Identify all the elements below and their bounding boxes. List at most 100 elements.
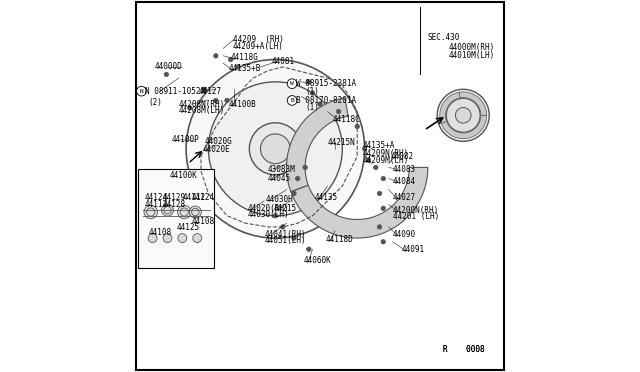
Circle shape (189, 206, 202, 218)
Circle shape (378, 225, 381, 229)
Text: 44027: 44027 (392, 193, 415, 202)
Circle shape (303, 165, 307, 170)
Circle shape (202, 87, 207, 92)
Text: 44100K: 44100K (170, 171, 197, 180)
Text: 44083: 44083 (392, 165, 415, 174)
Circle shape (225, 98, 229, 103)
Text: 44091: 44091 (402, 245, 425, 254)
Circle shape (209, 82, 342, 216)
Circle shape (214, 54, 218, 58)
Text: 44201 (LH): 44201 (LH) (392, 212, 439, 221)
Text: (2): (2) (148, 98, 162, 107)
Text: 44208N(RH): 44208N(RH) (179, 100, 225, 109)
Text: 44020E: 44020E (203, 145, 230, 154)
Text: 44215: 44215 (273, 204, 296, 213)
Circle shape (214, 98, 218, 103)
Text: 44020G: 44020G (205, 137, 232, 146)
Text: B 08170-8201A: B 08170-8201A (296, 96, 356, 105)
Circle shape (250, 123, 301, 175)
Text: 44020(RH): 44020(RH) (248, 204, 289, 213)
Circle shape (161, 204, 173, 216)
Circle shape (287, 96, 297, 105)
Polygon shape (441, 115, 486, 139)
Text: 44118G: 44118G (231, 53, 259, 62)
Circle shape (307, 80, 311, 84)
Circle shape (164, 206, 172, 214)
Circle shape (292, 191, 296, 196)
Text: 44209  (RH): 44209 (RH) (232, 35, 284, 44)
Circle shape (355, 124, 360, 129)
Text: W 08915-2381A: W 08915-2381A (296, 79, 356, 88)
Circle shape (381, 176, 385, 181)
Text: 44060K: 44060K (303, 256, 331, 265)
Circle shape (236, 65, 241, 69)
Text: 44129: 44129 (163, 193, 186, 202)
Circle shape (178, 234, 187, 243)
Text: 44100B: 44100B (229, 100, 257, 109)
Circle shape (193, 234, 202, 243)
Circle shape (147, 208, 155, 216)
Circle shape (296, 176, 300, 181)
Text: 44125: 44125 (177, 223, 200, 232)
Circle shape (148, 234, 157, 243)
Circle shape (180, 208, 188, 216)
Text: (1): (1) (305, 87, 319, 96)
Circle shape (136, 86, 147, 96)
Circle shape (381, 206, 385, 211)
Text: N 08911-1052A: N 08911-1052A (145, 87, 205, 96)
Text: 44000D: 44000D (154, 62, 182, 71)
Text: 44209M(LH): 44209M(LH) (363, 156, 409, 165)
Text: B: B (290, 98, 294, 103)
Text: 44128: 44128 (163, 200, 186, 209)
Circle shape (292, 236, 296, 240)
Text: 44041(RH): 44041(RH) (264, 230, 306, 239)
FancyBboxPatch shape (138, 169, 214, 268)
Text: 44081: 44081 (271, 57, 295, 66)
Circle shape (318, 102, 322, 106)
Text: 44200N(RH): 44200N(RH) (392, 206, 439, 215)
Text: 44215N: 44215N (328, 138, 355, 147)
Text: 44135+B: 44135+B (229, 64, 261, 73)
Circle shape (287, 79, 297, 89)
Circle shape (228, 57, 233, 62)
Text: 44108: 44108 (149, 228, 172, 237)
Text: 44112: 44112 (182, 193, 205, 202)
Text: 44112: 44112 (145, 200, 168, 209)
Circle shape (310, 91, 315, 95)
Text: 44000M(RH): 44000M(RH) (449, 43, 495, 52)
Circle shape (273, 214, 278, 218)
Text: 44030(LH): 44030(LH) (248, 210, 289, 219)
Circle shape (378, 191, 381, 196)
Circle shape (446, 99, 480, 132)
Text: R    0008: R 0008 (443, 345, 484, 354)
Text: 44135+A: 44135+A (363, 141, 395, 150)
Circle shape (186, 60, 365, 238)
Text: N: N (140, 89, 143, 94)
Text: 44209N(RH): 44209N(RH) (363, 149, 409, 158)
Text: 44118D: 44118D (326, 235, 353, 244)
Text: 44090: 44090 (392, 230, 415, 239)
Text: 44045: 44045 (268, 174, 291, 183)
Text: SEC.430: SEC.430 (428, 33, 460, 42)
Circle shape (164, 72, 168, 77)
Polygon shape (459, 92, 486, 115)
Text: W: W (290, 81, 294, 86)
Text: 43083M: 43083M (268, 165, 296, 174)
Text: (1): (1) (305, 103, 319, 112)
Circle shape (280, 225, 285, 229)
Text: 44124: 44124 (191, 193, 215, 202)
Circle shape (191, 208, 199, 216)
Circle shape (362, 147, 367, 151)
Text: 44135: 44135 (314, 193, 337, 202)
Circle shape (260, 134, 291, 164)
Polygon shape (287, 98, 348, 192)
Text: 44082: 44082 (390, 153, 414, 161)
Circle shape (337, 109, 341, 114)
Circle shape (177, 205, 191, 219)
Polygon shape (440, 92, 460, 124)
Text: 44010M(LH): 44010M(LH) (449, 51, 495, 60)
Text: 44208M(LH): 44208M(LH) (179, 106, 225, 115)
Circle shape (374, 165, 378, 170)
Text: 44051(LH): 44051(LH) (264, 236, 306, 245)
Circle shape (188, 106, 192, 110)
